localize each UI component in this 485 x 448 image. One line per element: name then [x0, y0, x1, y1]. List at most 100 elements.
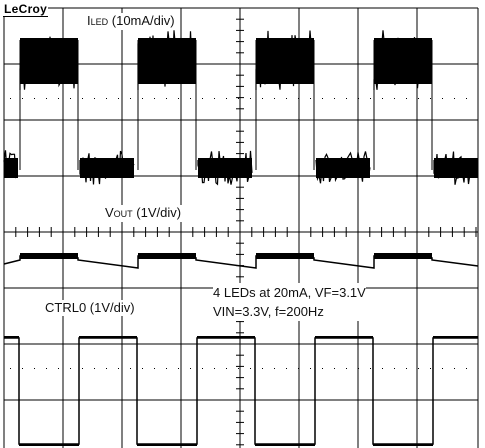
grid-dot	[226, 368, 227, 369]
grid-dot	[106, 98, 107, 99]
grid-dot	[214, 98, 215, 99]
grid-dot	[178, 98, 179, 99]
grid-dot	[310, 368, 311, 369]
grid-dot	[358, 98, 359, 99]
grid-dot	[46, 98, 47, 99]
grid-dot	[250, 368, 251, 369]
center-axis-ticks	[3, 7, 477, 446]
grid-dot	[322, 368, 323, 369]
grid-dot	[466, 98, 467, 99]
iled-label-sub: LED	[90, 17, 109, 27]
grid-dot	[418, 98, 419, 99]
vout-label: VOUT (1V/div)	[103, 205, 184, 222]
lecroy-logo: LeCroy	[3, 2, 49, 17]
iled-low-fill	[316, 158, 370, 178]
grid-dot	[190, 368, 191, 369]
grid-dot	[46, 368, 47, 369]
iled-high-fill	[20, 38, 78, 84]
vout-high-band	[20, 253, 78, 259]
grid-dot	[118, 368, 119, 369]
grid-dot	[70, 368, 71, 369]
iled-label-scale: (10mA/div)	[111, 13, 175, 28]
vout-high-band	[374, 253, 432, 259]
grid-dot	[166, 368, 167, 369]
iled-label: ILED (10mA/div)	[85, 13, 177, 30]
iled-low-fill	[434, 158, 478, 178]
grid-dot	[22, 98, 23, 99]
grid-dot	[10, 368, 11, 369]
grid-dot	[334, 368, 335, 369]
grid-dot	[262, 98, 263, 99]
grid-dot	[382, 98, 383, 99]
grid-dot	[274, 368, 275, 369]
grid-dot	[34, 368, 35, 369]
grid-dot	[466, 368, 467, 369]
grid-dot	[430, 98, 431, 99]
grid-dot	[382, 368, 383, 369]
grid-dot	[334, 98, 335, 99]
vout-label-sub: OUT	[113, 209, 133, 219]
grid-dot	[430, 368, 431, 369]
grid-dot	[298, 368, 299, 369]
grid-dot	[142, 368, 143, 369]
vout-label-scale: (1V/div)	[136, 205, 182, 220]
grid-dot	[418, 368, 419, 369]
grid-dot	[22, 368, 23, 369]
iled-high-fill	[256, 38, 314, 84]
grid-dot	[190, 98, 191, 99]
grid-dot	[346, 368, 347, 369]
grid-dot	[394, 368, 395, 369]
ctrl-label: CTRL0 (1V/div)	[43, 300, 137, 316]
vout-high-band	[138, 253, 196, 259]
grid-dot	[106, 368, 107, 369]
grid-dot	[262, 368, 263, 369]
grid-dot	[130, 368, 131, 369]
grid-dot	[358, 368, 359, 369]
grid-dot	[58, 98, 59, 99]
grid-dot	[286, 368, 287, 369]
grid-dots	[10, 98, 467, 369]
grid-dot	[94, 98, 95, 99]
grid-dot	[94, 368, 95, 369]
annotation-line-1: 4 LEDs at 20mA, VF=3.1V	[213, 285, 366, 300]
grid-dot	[394, 98, 395, 99]
vout-high-band	[256, 253, 314, 259]
vout-label-main: V	[105, 205, 114, 220]
grid-dot	[346, 98, 347, 99]
grid-dot	[298, 98, 299, 99]
grid-dot	[214, 368, 215, 369]
grid-dot	[202, 98, 203, 99]
grid-dot	[154, 368, 155, 369]
grid-dot	[154, 98, 155, 99]
grid-dot	[10, 98, 11, 99]
grid-dot	[406, 368, 407, 369]
grid-dot	[202, 368, 203, 369]
iled-low-fill	[198, 158, 252, 178]
grid-dot	[82, 368, 83, 369]
iled-label-main: I	[87, 13, 91, 28]
grid-dot	[70, 98, 71, 99]
grid-dot	[118, 98, 119, 99]
grid-dot	[322, 98, 323, 99]
traces	[3, 30, 479, 446]
grid-dot	[238, 98, 239, 99]
grid-dot	[166, 98, 167, 99]
grid-dot	[406, 98, 407, 99]
grid-dot	[370, 368, 371, 369]
grid-dot	[370, 98, 371, 99]
grid-dot	[454, 368, 455, 369]
grid-dot	[250, 98, 251, 99]
grid-dot	[442, 368, 443, 369]
iled-high-fill	[374, 38, 432, 84]
grid-dot	[286, 98, 287, 99]
iled-low-fill	[4, 158, 18, 178]
grid-dot	[142, 98, 143, 99]
grid-dot	[310, 98, 311, 99]
ctrl0-trace	[4, 337, 478, 445]
grid-dot	[226, 98, 227, 99]
grid-dot	[454, 98, 455, 99]
grid-dot	[178, 368, 179, 369]
grid-dot	[238, 368, 239, 369]
grid-dot	[130, 98, 131, 99]
